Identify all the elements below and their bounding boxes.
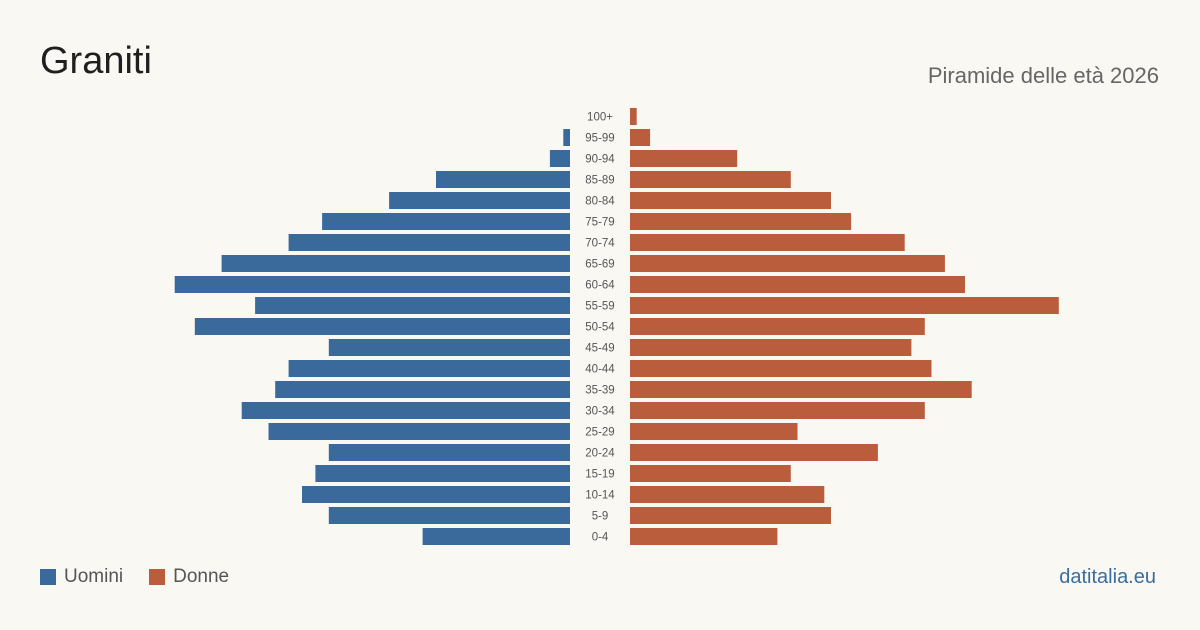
bar-women-95-99 bbox=[630, 129, 651, 146]
legend-item-men: Uomini bbox=[40, 566, 123, 588]
bar-women-100-plus bbox=[630, 108, 637, 125]
bar-men-90-94 bbox=[549, 150, 570, 167]
legend-label-men: Uomini bbox=[64, 566, 124, 587]
age-label-85-89: 85-89 bbox=[585, 175, 614, 187]
age-label-45-49: 45-49 bbox=[585, 343, 614, 355]
age-label-5-9: 5-9 bbox=[592, 511, 609, 523]
bar-men-5-9 bbox=[328, 507, 570, 524]
bar-women-75-79 bbox=[630, 213, 852, 230]
age-label-35-39: 35-39 bbox=[585, 385, 614, 397]
bar-women-45-49 bbox=[630, 339, 912, 356]
age-label-65-69: 65-69 bbox=[585, 259, 614, 271]
bar-women-80-84 bbox=[630, 192, 831, 209]
age-label-40-44: 40-44 bbox=[585, 364, 615, 376]
bar-men-65-69 bbox=[221, 255, 570, 272]
bar-men-80-84 bbox=[389, 192, 570, 209]
bar-men-95-99 bbox=[563, 129, 570, 146]
bar-women-70-74 bbox=[630, 234, 905, 251]
age-label-20-24: 20-24 bbox=[585, 448, 615, 460]
age-label-0-4: 0-4 bbox=[592, 532, 609, 544]
bar-women-25-29 bbox=[630, 423, 798, 440]
bar-men-55-59 bbox=[255, 297, 570, 314]
age-label-70-74: 70-74 bbox=[585, 238, 615, 250]
bar-men-25-29 bbox=[268, 423, 570, 440]
age-label-60-64: 60-64 bbox=[585, 280, 615, 292]
age-label-55-59: 55-59 bbox=[585, 301, 614, 313]
legend-label-women: Donne bbox=[173, 566, 230, 587]
bar-men-85-89 bbox=[436, 171, 570, 188]
bar-men-20-24 bbox=[328, 444, 570, 461]
brand-link[interactable]: datitalia.eu bbox=[1059, 566, 1156, 588]
legend-swatch-men bbox=[40, 569, 56, 585]
age-label-25-29: 25-29 bbox=[585, 427, 614, 439]
bar-men-40-44 bbox=[288, 360, 570, 377]
chart-subtitle: Piramide delle età 2026 bbox=[927, 63, 1159, 88]
bar-women-60-64 bbox=[630, 276, 965, 293]
age-label-15-19: 15-19 bbox=[585, 469, 614, 481]
bar-men-35-39 bbox=[275, 381, 570, 398]
bar-women-5-9 bbox=[630, 507, 831, 524]
bar-women-35-39 bbox=[630, 381, 972, 398]
bar-men-60-64 bbox=[174, 276, 570, 293]
bar-men-50-54 bbox=[194, 318, 571, 335]
bar-women-90-94 bbox=[630, 150, 738, 167]
bar-women-30-34 bbox=[630, 402, 925, 419]
bar-men-30-34 bbox=[241, 402, 570, 419]
bar-men-70-74 bbox=[288, 234, 570, 251]
age-label-50-54: 50-54 bbox=[585, 322, 615, 334]
age-label-75-79: 75-79 bbox=[585, 217, 614, 229]
bar-men-10-14 bbox=[302, 486, 570, 503]
bar-women-0-4 bbox=[630, 528, 778, 545]
age-label-90-94: 90-94 bbox=[585, 154, 615, 166]
age-label-30-34: 30-34 bbox=[585, 406, 615, 418]
bar-women-15-19 bbox=[630, 465, 791, 482]
age-label-100-plus: 100+ bbox=[587, 112, 613, 124]
bar-men-45-49 bbox=[328, 339, 570, 356]
bar-women-10-14 bbox=[630, 486, 825, 503]
chart-title: Graniti bbox=[40, 40, 152, 82]
bar-men-75-79 bbox=[322, 213, 570, 230]
bar-men-15-19 bbox=[315, 465, 570, 482]
bar-women-20-24 bbox=[630, 444, 878, 461]
bar-women-40-44 bbox=[630, 360, 932, 377]
legend: Uomini Donne bbox=[40, 566, 255, 588]
age-label-95-99: 95-99 bbox=[585, 133, 614, 145]
bar-men-0-4 bbox=[422, 528, 570, 545]
legend-swatch-women bbox=[149, 569, 166, 585]
age-label-80-84: 80-84 bbox=[585, 196, 615, 208]
bar-women-85-89 bbox=[630, 171, 791, 188]
legend-item-women: Donne bbox=[149, 566, 229, 588]
bar-women-55-59 bbox=[630, 297, 1059, 314]
bar-women-65-69 bbox=[630, 255, 945, 272]
age-label-10-14: 10-14 bbox=[585, 490, 615, 502]
bar-women-50-54 bbox=[630, 318, 925, 335]
